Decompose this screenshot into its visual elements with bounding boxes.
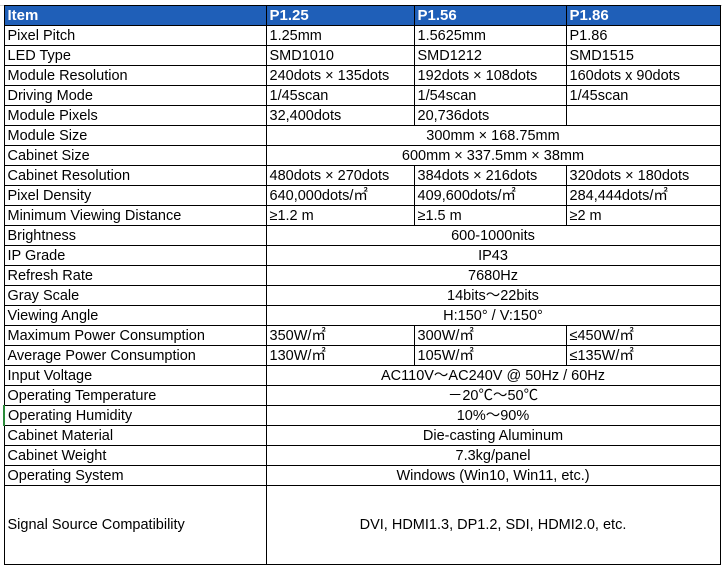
- cell-p186: ≤450W/㎡: [565, 325, 721, 346]
- table-row: Cabinet Weight 7.3kg/panel: [3, 445, 721, 466]
- cell-p186: P1.86: [565, 25, 721, 46]
- row-label: Cabinet Weight: [3, 445, 267, 466]
- row-label: Cabinet Resolution: [3, 165, 267, 186]
- row-label: Module Resolution: [3, 65, 267, 86]
- cell-all: 600mm × 337.5mm × 38mm: [265, 145, 721, 166]
- cell-all: DVI, HDMI1.3, DP1.2, SDI, HDMI2.0, etc.: [265, 485, 721, 565]
- row-label: Gray Scale: [3, 285, 267, 306]
- row-label: Module Size: [3, 125, 267, 146]
- row-label: Pixel Density: [3, 185, 267, 206]
- cell-p156: 105W/㎡: [413, 345, 567, 366]
- row-label: Input Voltage: [3, 365, 267, 386]
- table-row: Operating System Windows (Win10, Win11, …: [3, 465, 721, 486]
- cell-p186: 284,444dots/㎡: [565, 185, 721, 206]
- cell-p156: 192dots × 108dots: [413, 65, 567, 86]
- cell-p186: [565, 105, 721, 126]
- cell-all: －20℃～50℃: [265, 385, 721, 406]
- cell-p125: 640,000dots/㎡: [265, 185, 415, 206]
- row-label: Refresh Rate: [3, 265, 267, 286]
- cell-all: Die-casting Aluminum: [265, 425, 721, 446]
- header-row: Item P1.25 P1.56 P1.86: [3, 5, 721, 26]
- row-label: Minimum Viewing Distance: [3, 205, 267, 226]
- table-row: Maximum Power Consumption 350W/㎡ 300W/㎡ …: [3, 325, 721, 346]
- row-label: Average Power Consumption: [3, 345, 267, 366]
- table-row: Average Power Consumption 130W/㎡ 105W/㎡ …: [3, 345, 721, 366]
- cell-p125: 130W/㎡: [265, 345, 415, 366]
- row-label: Pixel Pitch: [3, 25, 267, 46]
- table-row: Module Resolution 240dots × 135dots 192d…: [3, 65, 721, 86]
- table-row: Pixel Density 640,000dots/㎡ 409,600dots/…: [3, 185, 721, 206]
- table-row: Minimum Viewing Distance ≥1.2 m ≥1.5 m ≥…: [3, 205, 721, 226]
- row-label: LED Type: [3, 45, 267, 66]
- row-label: Maximum Power Consumption: [3, 325, 267, 346]
- row-label: Driving Mode: [3, 85, 267, 106]
- row-label: Cabinet Size: [3, 145, 267, 166]
- cell-all: AC110V～AC240V @ 50Hz / 60Hz: [265, 365, 721, 386]
- cell-all: H:150° / V:150°: [265, 305, 721, 326]
- row-label: Viewing Angle: [3, 305, 267, 326]
- cell-p125: 32,400dots: [265, 105, 415, 126]
- cell-all: 14bits～22bits: [265, 285, 721, 306]
- table-row: Gray Scale 14bits～22bits: [3, 285, 721, 306]
- cell-all: Windows (Win10, Win11, etc.): [265, 465, 721, 486]
- cell-p186: 320dots × 180dots: [565, 165, 721, 186]
- cell-all: 7.3kg/panel: [265, 445, 721, 466]
- cell-all: 7680Hz: [265, 265, 721, 286]
- table-row: LED Type SMD1010 SMD1212 SMD1515: [3, 45, 721, 66]
- table-row: Module Pixels 32,400dots 20,736dots: [3, 105, 721, 126]
- header-item: Item: [3, 5, 267, 26]
- cell-p125: ≥1.2 m: [265, 205, 415, 226]
- cell-p156: 1.5625mm: [413, 25, 567, 46]
- spec-table: Item P1.25 P1.56 P1.86 Pixel Pitch 1.25m…: [3, 5, 721, 565]
- table-row: Module Size 300mm × 168.75mm: [3, 125, 721, 146]
- row-label: Brightness: [3, 225, 267, 246]
- cell-p125: 1/45scan: [265, 85, 415, 106]
- cell-p125: 350W/㎡: [265, 325, 415, 346]
- cell-p156: 20,736dots: [413, 105, 567, 126]
- cell-p156: 1/54scan: [413, 85, 567, 106]
- row-label: IP Grade: [3, 245, 267, 266]
- cell-p156: ≥1.5 m: [413, 205, 567, 226]
- table-row: Refresh Rate 7680Hz: [3, 265, 721, 286]
- table-row: Pixel Pitch 1.25mm 1.5625mm P1.86: [3, 25, 721, 46]
- cell-p156: SMD1212: [413, 45, 567, 66]
- cell-p156: 300W/㎡: [413, 325, 567, 346]
- table-row: IP Grade IP43: [3, 245, 721, 266]
- table-row: Cabinet Resolution 480dots × 270dots 384…: [3, 165, 721, 186]
- cell-p186: 160dots x 90dots: [565, 65, 721, 86]
- cell-all: 10%～90%: [265, 405, 721, 426]
- cell-p186: SMD1515: [565, 45, 721, 66]
- table-row: Cabinet Size 600mm × 337.5mm × 38mm: [3, 145, 721, 166]
- table-row: Brightness 600-1000nits: [3, 225, 721, 246]
- row-label: Operating Humidity: [3, 405, 267, 426]
- cell-p156: 384dots × 216dots: [413, 165, 567, 186]
- row-label: Operating Temperature: [3, 385, 267, 406]
- header-p186: P1.86: [565, 5, 721, 26]
- cell-p186: ≥2 m: [565, 205, 721, 226]
- cell-p125: 1.25mm: [265, 25, 415, 46]
- row-label: Cabinet Material: [3, 425, 267, 446]
- table-row: Driving Mode 1/45scan 1/54scan 1/45scan: [3, 85, 721, 106]
- table-row: Input Voltage AC110V～AC240V @ 50Hz / 60H…: [3, 365, 721, 386]
- cell-p186: ≤135W/㎡: [565, 345, 721, 366]
- cell-p125: SMD1010: [265, 45, 415, 66]
- table-row: Viewing Angle H:150° / V:150°: [3, 305, 721, 326]
- header-p125: P1.25: [265, 5, 415, 26]
- table-row: Operating Humidity 10%～90%: [3, 405, 721, 426]
- table-row: Signal Source Compatibility DVI, HDMI1.3…: [3, 485, 721, 565]
- cell-all: 300mm × 168.75mm: [265, 125, 721, 146]
- cell-p156: 409,600dots/㎡: [413, 185, 567, 206]
- cell-p125: 480dots × 270dots: [265, 165, 415, 186]
- header-p156: P1.56: [413, 5, 567, 26]
- table-row: Operating Temperature －20℃～50℃: [3, 385, 721, 406]
- cell-p125: 240dots × 135dots: [265, 65, 415, 86]
- cell-p186: 1/45scan: [565, 85, 721, 106]
- table-row: Cabinet Material Die-casting Aluminum: [3, 425, 721, 446]
- row-label: Signal Source Compatibility: [3, 485, 267, 565]
- row-label: Module Pixels: [3, 105, 267, 126]
- cell-all: IP43: [265, 245, 721, 266]
- row-label: Operating System: [3, 465, 267, 486]
- cell-all: 600-1000nits: [265, 225, 721, 246]
